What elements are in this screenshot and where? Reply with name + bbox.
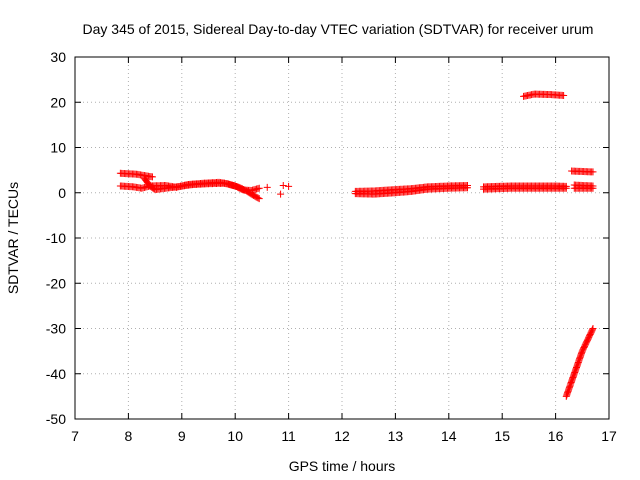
- data-point: [254, 194, 262, 202]
- y-tick-label: -20: [46, 275, 66, 291]
- x-tick-label: 15: [494, 428, 510, 444]
- data-points: [116, 90, 597, 400]
- data-point: [148, 173, 156, 181]
- chart-title: Day 345 of 2015, Sidereal Day-to-day VTE…: [83, 21, 594, 37]
- x-tick-label: 14: [441, 428, 457, 444]
- data-point: [263, 183, 271, 191]
- data-point: [285, 182, 293, 190]
- x-tick-label: 16: [548, 428, 564, 444]
- data-point: [560, 91, 568, 99]
- tick-labels: 7 8 9 10 11 12 13 14 15 16 17 -50 -40 -30 -20 -10 0 10 20 3…: [46, 49, 617, 444]
- data-point: [463, 182, 471, 190]
- y-tick-label: 20: [50, 94, 66, 110]
- x-tick-label: 8: [125, 428, 133, 444]
- x-tick-label: 12: [334, 428, 350, 444]
- y-tick-label: -10: [46, 230, 66, 246]
- x-tick-label: 10: [227, 428, 243, 444]
- x-axis-label: GPS time / hours: [289, 458, 396, 474]
- y-tick-label: 30: [50, 49, 66, 65]
- axis-ticks: [74, 56, 610, 420]
- x-tick-label: 9: [178, 428, 186, 444]
- y-tick-label: -50: [46, 411, 66, 427]
- y-tick-label: -30: [46, 321, 66, 337]
- y-tick-label: 0: [58, 185, 66, 201]
- y-tick-label: -40: [46, 366, 66, 382]
- data-point: [277, 190, 285, 198]
- data-point: [589, 182, 597, 190]
- data-point: [255, 184, 263, 192]
- x-tick-label: 13: [388, 428, 404, 444]
- y-axis-label: SDTVAR / TECUs: [5, 182, 21, 294]
- data-point: [589, 325, 597, 332]
- x-tick-label: 7: [71, 428, 79, 444]
- y-tick-label: 10: [50, 140, 66, 156]
- x-tick-label: 11: [281, 428, 296, 444]
- data-point: [255, 195, 263, 203]
- data-point: [588, 326, 596, 334]
- data-point: [589, 168, 597, 176]
- x-tick-label: 17: [601, 428, 617, 444]
- grid-lines: [75, 57, 609, 419]
- data-point: [279, 182, 287, 190]
- data-point: [562, 182, 570, 190]
